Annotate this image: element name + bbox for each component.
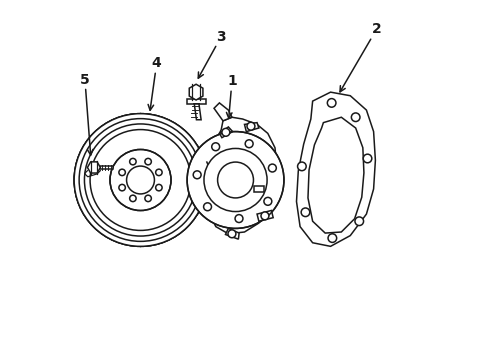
Polygon shape bbox=[87, 162, 100, 173]
Circle shape bbox=[110, 149, 171, 211]
Circle shape bbox=[351, 113, 359, 122]
Circle shape bbox=[126, 166, 154, 194]
Polygon shape bbox=[214, 103, 231, 121]
Circle shape bbox=[74, 114, 206, 246]
Circle shape bbox=[129, 158, 136, 165]
Circle shape bbox=[119, 184, 125, 191]
Polygon shape bbox=[186, 99, 205, 104]
Circle shape bbox=[327, 234, 336, 242]
Polygon shape bbox=[225, 228, 239, 239]
Polygon shape bbox=[296, 92, 375, 246]
Ellipse shape bbox=[223, 132, 237, 228]
Circle shape bbox=[354, 217, 363, 226]
Text: 5: 5 bbox=[80, 73, 93, 155]
Text: 3: 3 bbox=[198, 30, 225, 78]
Circle shape bbox=[301, 208, 309, 217]
Text: 1: 1 bbox=[226, 75, 236, 118]
Polygon shape bbox=[244, 123, 258, 132]
Circle shape bbox=[244, 140, 253, 148]
Polygon shape bbox=[253, 186, 264, 192]
Circle shape bbox=[268, 164, 276, 172]
Circle shape bbox=[246, 122, 254, 130]
Circle shape bbox=[264, 197, 271, 205]
Circle shape bbox=[203, 203, 211, 211]
Circle shape bbox=[261, 212, 268, 220]
Circle shape bbox=[193, 171, 201, 179]
Circle shape bbox=[144, 158, 151, 165]
Circle shape bbox=[235, 215, 243, 222]
Circle shape bbox=[211, 143, 219, 151]
Polygon shape bbox=[193, 100, 201, 120]
Circle shape bbox=[129, 195, 136, 202]
Polygon shape bbox=[257, 211, 273, 221]
Text: 2: 2 bbox=[339, 22, 381, 92]
Circle shape bbox=[144, 195, 151, 202]
Polygon shape bbox=[100, 166, 113, 169]
Circle shape bbox=[74, 114, 206, 246]
Polygon shape bbox=[219, 127, 232, 138]
Polygon shape bbox=[189, 84, 203, 100]
Circle shape bbox=[187, 132, 284, 228]
Circle shape bbox=[119, 169, 125, 176]
Circle shape bbox=[155, 169, 162, 176]
Circle shape bbox=[155, 184, 162, 191]
Circle shape bbox=[217, 162, 253, 198]
Circle shape bbox=[227, 230, 235, 238]
Circle shape bbox=[203, 148, 266, 212]
Circle shape bbox=[363, 154, 371, 163]
Text: 4: 4 bbox=[148, 57, 161, 110]
Polygon shape bbox=[206, 117, 276, 234]
Polygon shape bbox=[307, 117, 363, 233]
Circle shape bbox=[326, 99, 335, 107]
Circle shape bbox=[222, 129, 229, 136]
Circle shape bbox=[297, 162, 305, 171]
